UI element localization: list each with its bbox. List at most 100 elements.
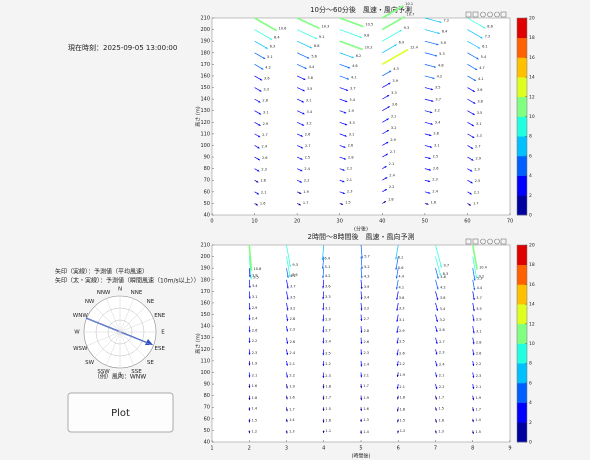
arrow-head — [286, 375, 289, 378]
button-face[interactable] — [67, 392, 174, 433]
wind-arrow: 4.4 — [296, 64, 315, 70]
arrow-head — [286, 286, 289, 289]
speed-label: 2.6 — [439, 328, 445, 332]
toolbar-icon[interactable] — [480, 11, 486, 18]
arrow-head — [435, 364, 438, 367]
arrow-shaft — [286, 244, 291, 268]
wind-arrow: 2.3 — [339, 190, 352, 195]
speed-label: 2.3 — [439, 351, 445, 355]
wind-arrow: 3.6 — [467, 87, 482, 93]
y-tick-label: 200 — [200, 254, 210, 260]
speed-label: 2.6 — [433, 166, 439, 170]
wind-arrow: 3.1 — [396, 314, 405, 322]
wind-arrow: 7.2 — [424, 17, 449, 23]
speed-label: 9.8 — [364, 34, 370, 38]
arrow-head — [346, 77, 349, 80]
x-tick-label: 4 — [322, 446, 325, 452]
arrow-head — [344, 134, 347, 137]
speed-label: 10.7 — [407, 13, 415, 17]
arrow-head — [387, 106, 390, 109]
wind-arrow: 2.3 — [248, 349, 257, 355]
toolbar-icon[interactable] — [500, 11, 507, 18]
toolbar-icon[interactable] — [465, 11, 472, 18]
wind-arrow: 4.1 — [339, 75, 357, 80]
speed-label: 1.8 — [252, 396, 258, 400]
x-tick-label: 0 — [210, 219, 213, 225]
speed-label: 1.7 — [303, 201, 309, 205]
arrow-head — [386, 130, 389, 132]
wind-arrow: 1.7 — [472, 407, 481, 412]
toolbar-icon[interactable] — [472, 238, 479, 245]
speed-label: 2.7 — [439, 340, 445, 344]
colorbar-tick-label: 8 — [529, 134, 532, 140]
wind-arrow: 2.9 — [254, 122, 268, 127]
arrow-head — [262, 57, 266, 59]
toolbar-icon[interactable] — [487, 11, 493, 18]
colorbar-segment — [517, 304, 527, 325]
toolbar-icon[interactable] — [472, 11, 479, 18]
wind-arrow: 2.6 — [296, 133, 310, 137]
speed-label: 2.8 — [476, 340, 482, 344]
plot-button[interactable]: Plot — [67, 392, 174, 433]
speed-label: 1.7 — [363, 384, 369, 388]
speed-label: 5.3 — [439, 52, 445, 56]
y-tick-label: 170 — [200, 289, 210, 295]
arrow-head — [285, 386, 288, 389]
arrow-head — [322, 319, 325, 322]
compass-label: NNE — [131, 290, 143, 296]
wind-arrow: 2.6 — [396, 349, 405, 356]
arrow-head — [394, 44, 397, 47]
speed-label: 2.2 — [389, 185, 395, 189]
arrow-head — [248, 352, 251, 355]
arrow-shaft — [395, 256, 399, 270]
speed-label: 1.2 — [400, 429, 406, 433]
colorbar-tick-label: 16 — [529, 55, 535, 61]
arrow-head — [473, 278, 476, 281]
arrow-head — [396, 397, 399, 400]
wind-arrow: 1.8 — [382, 197, 394, 204]
colorbar-tick-label: 2 — [529, 420, 532, 426]
speed-label: 1.6 — [363, 407, 369, 411]
speed-label: 3.3 — [325, 295, 331, 299]
speed-label: 2.9 — [252, 306, 258, 310]
arrow-head — [302, 89, 305, 92]
arrow-head — [298, 203, 301, 206]
arrow-head — [360, 276, 363, 279]
speed-label: 2.1 — [346, 178, 352, 182]
arrow-head — [307, 56, 310, 59]
speed-label: 2.9 — [475, 157, 481, 161]
toolbar-icon[interactable] — [494, 11, 500, 18]
toolbar-icon[interactable] — [487, 238, 493, 245]
wind-arrow: 1.6 — [435, 419, 444, 423]
arrow-head — [386, 141, 389, 144]
toolbar-icon[interactable] — [465, 238, 472, 245]
arrow-head — [309, 46, 312, 49]
speed-label: 1.3 — [438, 429, 444, 433]
speed-label: 3.3 — [349, 121, 355, 125]
colorbar-tick-label: 6 — [529, 380, 532, 386]
arrow-head — [436, 319, 438, 322]
colorbar-tick-label: 4 — [529, 173, 532, 179]
arrow-head — [360, 386, 363, 389]
speed-label: 1.7 — [325, 396, 331, 400]
speed-label: 10.8 — [254, 267, 262, 271]
wind-arrow: 3.3 — [322, 291, 331, 300]
wind-arrow: 9.2 — [472, 256, 484, 279]
wind-arrow: 5.2 — [360, 256, 370, 270]
arrow-head — [435, 329, 438, 333]
x-tick-label: 60 — [464, 219, 470, 225]
toolbar-icon[interactable] — [494, 238, 500, 245]
arrow-head — [322, 330, 325, 333]
button-label[interactable]: Plot — [111, 408, 130, 419]
speed-label: 2.1 — [389, 162, 395, 166]
arrow-head — [248, 397, 251, 400]
y-tick-label: 100 — [200, 370, 210, 376]
y-tick-label: 50 — [204, 428, 210, 434]
speed-label: 8.6 — [487, 24, 493, 28]
wind-arrow: 1.7 — [467, 201, 479, 206]
speed-label: 4.8 — [438, 63, 444, 67]
toolbar-icon[interactable] — [500, 238, 507, 245]
toolbar-icon[interactable] — [480, 238, 486, 245]
x-tick-label: 8 — [471, 446, 474, 452]
colorbar-segment — [517, 96, 527, 117]
